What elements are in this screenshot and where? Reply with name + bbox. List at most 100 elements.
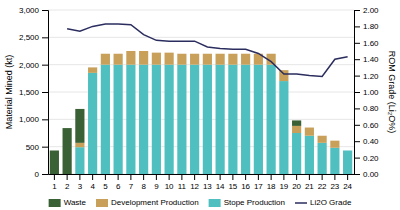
bar [241,53,250,54]
tick-label: 21 [305,182,314,191]
tick: 9 [154,174,159,191]
bar [292,126,301,133]
bar [203,54,212,65]
bar [228,65,237,174]
tick: 21 [305,174,314,191]
tick-mark [232,174,233,180]
bar [75,109,84,143]
legend-label: Stope Production [224,198,285,207]
tick: 1.20 [354,72,379,81]
tick: 1.80 [354,22,379,31]
bar [241,54,250,65]
bar [216,53,225,54]
bar-series [75,65,352,174]
tick-label: 2.00 [363,6,379,15]
tick: 7 [129,174,134,191]
tick-mark [67,174,68,180]
tick-label: 23 [330,182,339,191]
x-axis: 123456789101112131415161718192021222324 [49,174,355,191]
grid-line [48,37,354,38]
tick: 500 [26,143,48,152]
bar [152,52,161,53]
legend-swatch [209,199,221,207]
tick: 1.60 [354,39,379,48]
bar [318,143,327,174]
y-axis-title: Material Mined (kt) [4,55,14,130]
tick-label: 18 [267,182,276,191]
tick-label: 1.60 [363,39,379,48]
bar [216,54,225,65]
chart-svg: 1234567891011121314151617181920212223240… [0,0,400,210]
bar [267,65,276,174]
bar [88,73,97,174]
tick: 3,000 [19,6,48,15]
bar [88,67,97,72]
tick-label: 15 [228,182,237,191]
tick-mark [118,174,119,180]
tick-label: 12 [190,182,199,191]
tick-mark [296,174,297,180]
bar [228,53,237,54]
bar [126,65,135,174]
tick: 10 [165,174,174,191]
tick-mark [354,108,360,109]
tick-mark [354,141,360,142]
tick-mark [79,174,80,180]
tick-label: 6 [116,182,121,191]
tick: 1,500 [19,88,48,97]
tick: 15 [228,174,237,191]
bar-series [75,51,339,148]
bar [139,65,148,174]
tick: 16 [241,174,250,191]
bar-series [50,109,301,174]
tick-mark [130,174,131,180]
bar [190,53,199,54]
tick: 3 [78,174,83,191]
tick-label: 1,000 [19,115,40,124]
bar [63,128,72,174]
tick: 6 [116,174,121,191]
tick-label: 5 [103,182,108,191]
tick-mark [354,43,360,44]
tick: 2 [65,174,70,191]
axis-line [355,11,361,175]
tick-mark [42,65,48,66]
tick: 0.00 [354,170,379,179]
tick-label: 1.00 [363,88,379,97]
tick-mark [42,174,48,175]
bar [305,127,314,128]
grid-line [48,10,354,11]
tick: 11 [178,174,187,191]
tick-mark [258,174,259,180]
tick: 0.60 [354,121,379,130]
bar [126,51,135,52]
tick-mark [354,158,360,159]
legend-label: Li2O Grade [310,198,352,207]
tick: 12 [190,174,199,191]
tick: 17 [254,174,263,191]
bar [190,54,199,65]
bar [241,65,250,174]
tick-mark [143,174,144,180]
bar [190,65,199,174]
tick-mark [54,174,55,180]
tick-label: 11 [178,182,187,191]
tick-label: 10 [165,182,174,191]
tick-label: 9 [154,182,159,191]
legend-item: Stope Production [209,198,285,207]
axis-line [42,11,49,175]
tick-mark [354,26,360,27]
tick-mark [156,174,157,180]
legend-swatch [96,199,108,207]
tick: 0.40 [354,137,379,146]
legend-swatch [49,199,61,207]
plot-area [50,24,352,174]
tick-label: 3 [78,182,83,191]
bar [139,51,148,65]
tick-label: 0 [35,170,40,179]
legend-item: Waste [49,198,87,207]
tick-label: 0.80 [363,104,379,113]
bar [114,54,123,65]
bar [50,150,59,174]
tick-mark [92,174,93,180]
